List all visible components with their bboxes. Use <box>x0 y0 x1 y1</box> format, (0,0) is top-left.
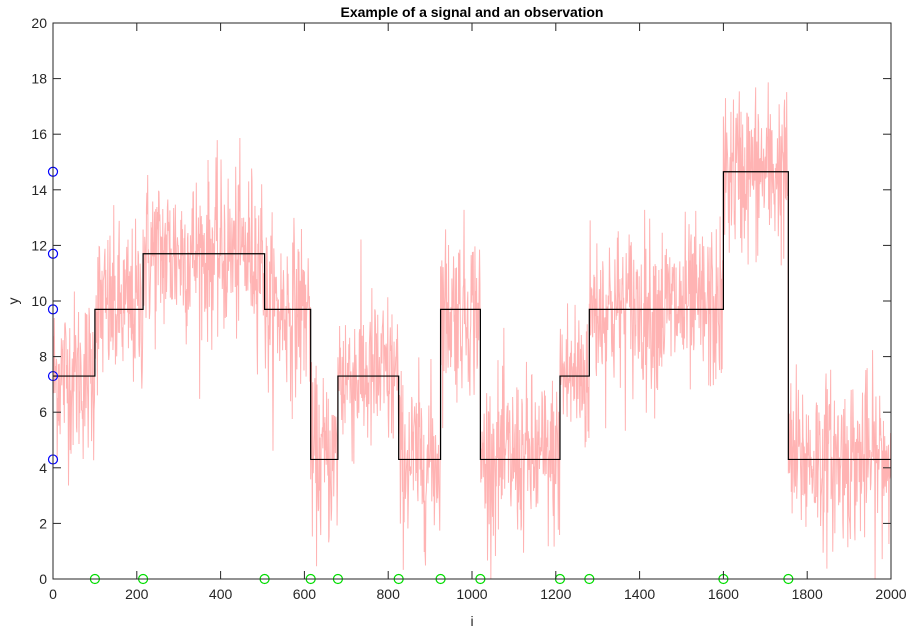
x-tick-label: 0 <box>49 586 57 602</box>
signal-series <box>53 171 891 461</box>
y-tick-label: 6 <box>39 404 47 420</box>
y-axis-label: y <box>5 298 21 305</box>
y-tick-label: 8 <box>39 349 47 365</box>
x-axis: 0 200 400 600 800 1000 1200 1400 1600 1800 2000 <box>49 23 907 602</box>
x-tick-label: 1800 <box>792 586 823 602</box>
y-tick-label: 0 <box>39 571 47 587</box>
x-tick-label: 1600 <box>708 586 739 602</box>
y-tick-label: 18 <box>31 71 47 87</box>
y-tick-label: 20 <box>31 15 47 31</box>
y-tick-label: 4 <box>39 460 47 476</box>
x-tick-label: 2000 <box>875 586 906 602</box>
chart-title: Example of a signal and an observation <box>341 4 604 20</box>
x-tick-label: 200 <box>125 586 149 602</box>
x-tick-label: 1200 <box>540 586 571 602</box>
y-tick-label: 16 <box>31 126 47 142</box>
x-tick-label: 1400 <box>624 586 655 602</box>
y-tick-label: 12 <box>31 237 47 253</box>
signal-step-line <box>53 171 891 461</box>
x-tick-label: 800 <box>377 586 401 602</box>
x-tick-label: 400 <box>209 586 233 602</box>
y-tick-label: 14 <box>31 182 47 198</box>
y-tick-label: 10 <box>31 293 47 309</box>
x-axis-label: i <box>470 613 473 629</box>
x-tick-label: 600 <box>293 586 317 602</box>
y-tick-label: 2 <box>39 515 47 531</box>
observation-line <box>52 82 892 580</box>
observation-series <box>52 82 892 580</box>
x-tick-label: 1000 <box>456 586 487 602</box>
y-axis: 0 2 4 6 8 10 12 14 16 18 20 <box>31 15 891 587</box>
